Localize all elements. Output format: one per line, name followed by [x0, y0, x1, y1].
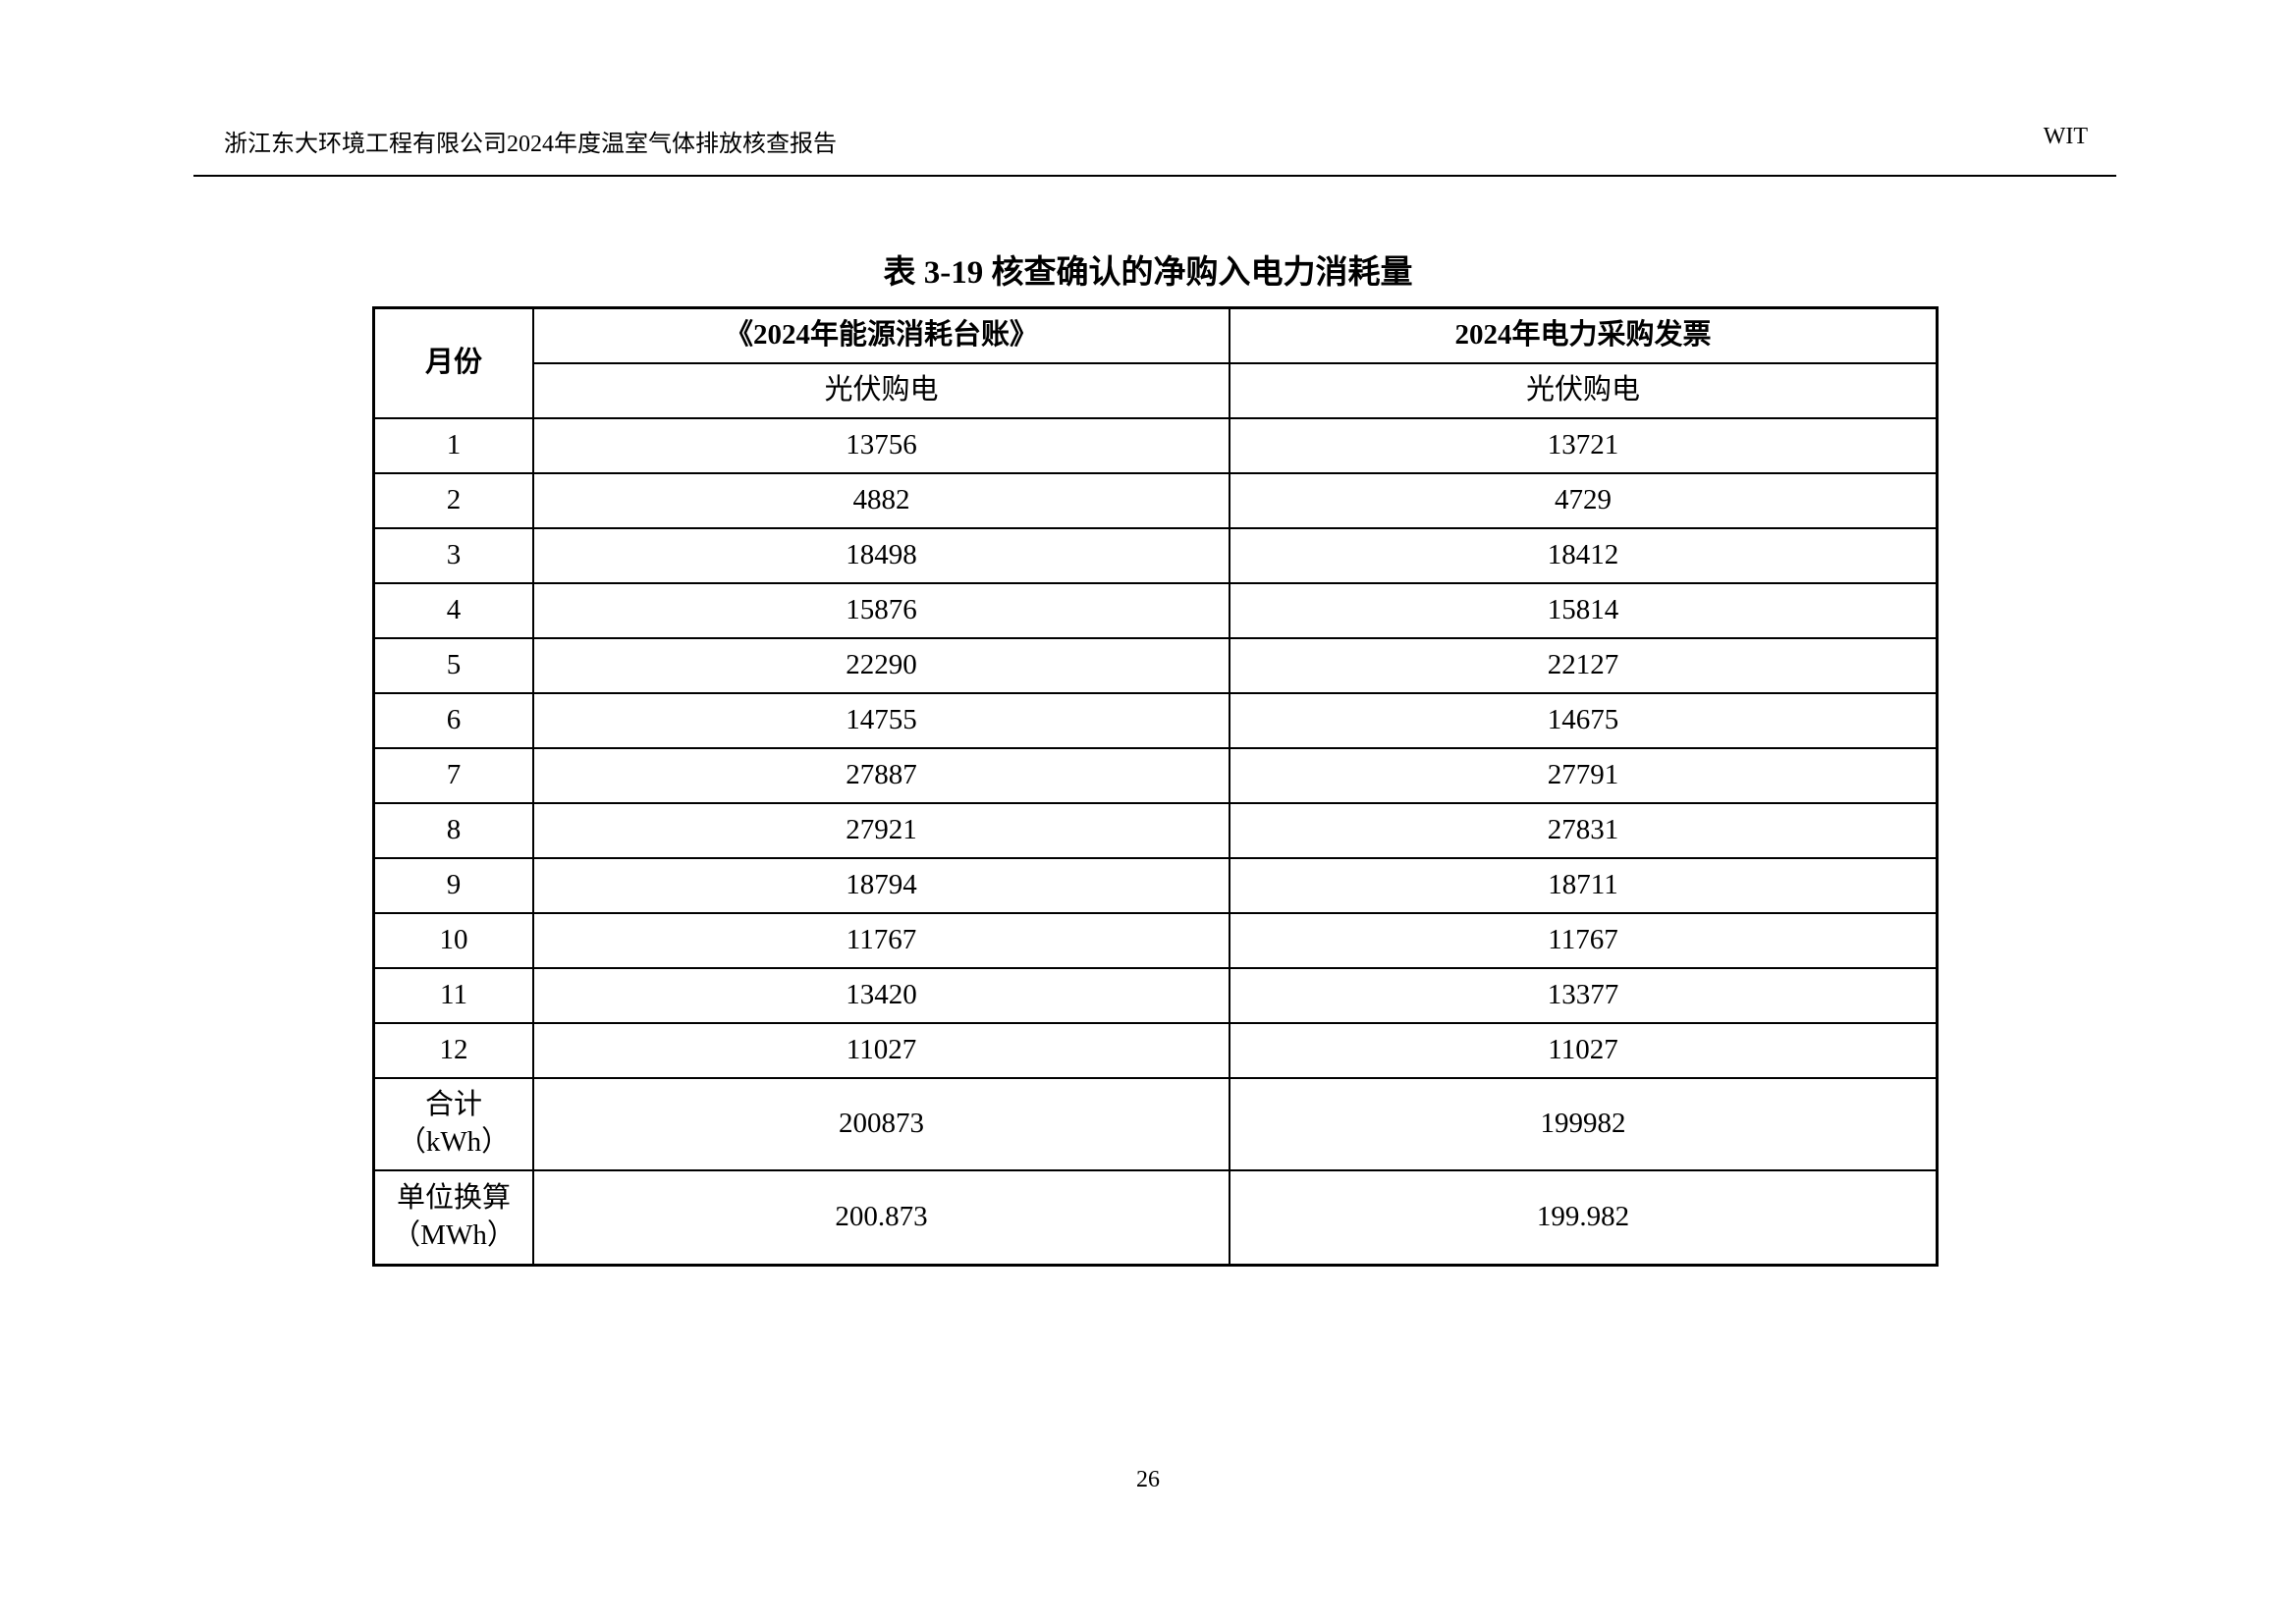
subheader-row: 光伏购电 光伏购电 — [374, 362, 1939, 419]
table-row: 12 11027 11027 — [372, 1022, 1939, 1079]
header-rule — [193, 175, 2116, 177]
ledger-cell: 13420 — [532, 967, 1230, 1024]
ledger-cell: 18498 — [532, 527, 1230, 584]
total-label: 合计 （kWh） — [372, 1077, 534, 1171]
invoice-cell: 13721 — [1229, 417, 1939, 474]
ledger-cell: 18794 — [532, 857, 1230, 914]
invoice-cell: 11767 — [1229, 912, 1939, 969]
total-row: 合计 （kWh） 200873 199982 — [372, 1077, 1939, 1171]
table-row: 3 18498 18412 — [372, 527, 1939, 584]
invoice-cell: 4729 — [1229, 472, 1939, 529]
electricity-consumption-table: 月份 《2024年能源消耗台账》 2024年电力采购发票 光伏购电 光伏购电 1… — [372, 306, 1939, 1267]
month-cell: 7 — [372, 747, 534, 804]
converted-ledger: 200.873 — [532, 1169, 1230, 1267]
ledger-subheader: 光伏购电 — [532, 362, 1230, 419]
month-cell: 1 — [372, 417, 534, 474]
month-cell: 4 — [372, 582, 534, 639]
invoice-cell: 14675 — [1229, 692, 1939, 749]
table-caption: 表 3-19 核查确认的净购入电力消耗量 — [883, 255, 1413, 291]
invoice-cell: 27791 — [1229, 747, 1939, 804]
ledger-cell: 27887 — [532, 747, 1230, 804]
ledger-cell: 15876 — [532, 582, 1230, 639]
running-header-code: WIT — [2043, 124, 2088, 149]
page-number: 26 — [1136, 1467, 1160, 1492]
invoice-cell: 22127 — [1229, 637, 1939, 694]
month-header: 月份 — [372, 306, 534, 419]
ledger-cell: 11027 — [532, 1022, 1230, 1079]
table-row: 7 27887 27791 — [372, 747, 1939, 804]
converted-invoice: 199.982 — [1229, 1169, 1939, 1267]
invoice-cell: 15814 — [1229, 582, 1939, 639]
total-invoice: 199982 — [1229, 1077, 1939, 1171]
table-row: 8 27921 27831 — [372, 802, 1939, 859]
table-row: 6 14755 14675 — [372, 692, 1939, 749]
invoice-cell: 13377 — [1229, 967, 1939, 1024]
month-cell: 9 — [372, 857, 534, 914]
total-ledger: 200873 — [532, 1077, 1230, 1171]
ledger-cell: 4882 — [532, 472, 1230, 529]
month-cell: 10 — [372, 912, 534, 969]
invoice-cell: 11027 — [1229, 1022, 1939, 1079]
table-row: 9 18794 18711 — [372, 857, 1939, 914]
table-row: 10 11767 11767 — [372, 912, 1939, 969]
invoice-cell: 18711 — [1229, 857, 1939, 914]
month-cell: 8 — [372, 802, 534, 859]
ledger-cell: 11767 — [532, 912, 1230, 969]
converted-label: 单位换算 （MWh） — [372, 1169, 534, 1267]
table-row: 4 15876 15814 — [372, 582, 1939, 639]
month-cell: 12 — [372, 1022, 534, 1079]
month-cell: 5 — [372, 637, 534, 694]
month-cell: 2 — [372, 472, 534, 529]
table-row: 11 13420 13377 — [372, 967, 1939, 1024]
ledger-cell: 27921 — [532, 802, 1230, 859]
month-cell: 6 — [372, 692, 534, 749]
running-header-title: 浙江东大环境工程有限公司2024年度温室气体排放核查报告 — [224, 132, 837, 157]
invoice-subheader: 光伏购电 — [1229, 362, 1939, 419]
month-cell: 3 — [372, 527, 534, 584]
invoice-cell: 27831 — [1229, 802, 1939, 859]
invoice-header: 2024年电力采购发票 — [1229, 306, 1939, 364]
month-cell: 11 — [372, 967, 534, 1024]
header-row: 月份 《2024年能源消耗台账》 2024年电力采购发票 — [372, 306, 1939, 419]
ledger-cell: 13756 — [532, 417, 1230, 474]
table-row: 2 4882 4729 — [372, 472, 1939, 529]
invoice-cell: 18412 — [1229, 527, 1939, 584]
table-row: 5 22290 22127 — [372, 637, 1939, 694]
converted-row: 单位换算 （MWh） 200.873 199.982 — [372, 1169, 1939, 1267]
table-row: 1 13756 13721 — [372, 417, 1939, 474]
ledger-cell: 22290 — [532, 637, 1230, 694]
ledger-header: 《2024年能源消耗台账》 — [532, 306, 1230, 364]
ledger-cell: 14755 — [532, 692, 1230, 749]
